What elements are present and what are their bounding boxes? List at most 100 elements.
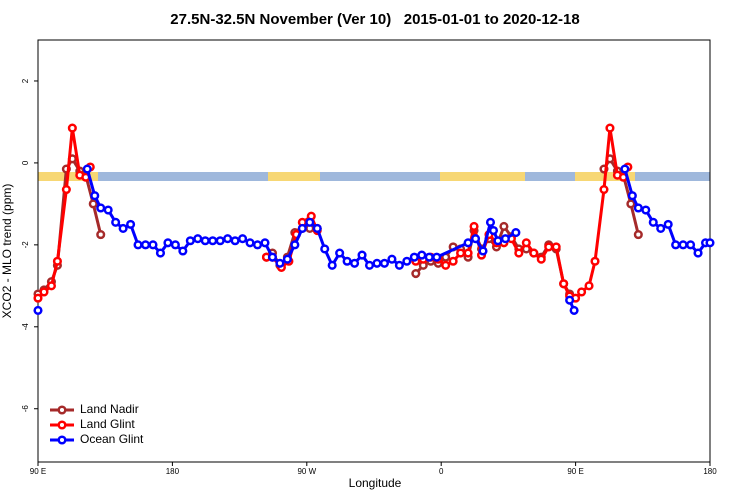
legend-marker (57, 435, 67, 445)
point (305, 217, 315, 227)
point (267, 252, 278, 262)
point (551, 242, 561, 252)
point (599, 184, 609, 195)
point (577, 287, 587, 297)
point (605, 123, 615, 133)
point (96, 203, 106, 213)
point (163, 238, 173, 248)
point (424, 252, 434, 262)
point (327, 260, 337, 270)
point (260, 238, 270, 248)
point (33, 305, 43, 315)
land-band (440, 172, 525, 181)
point (350, 258, 360, 268)
point (387, 254, 397, 264)
point (536, 254, 546, 264)
point (312, 223, 322, 234)
y-axis-label: XCO2 - MLO trend (ppm) (0, 184, 14, 319)
point (297, 223, 307, 234)
point (275, 258, 285, 268)
point (488, 225, 499, 236)
point (193, 234, 203, 244)
point (402, 256, 412, 266)
point (394, 260, 404, 270)
point (633, 203, 643, 213)
point (544, 242, 554, 252)
y-tick-label: 0 (21, 160, 30, 165)
point (103, 205, 113, 215)
point (590, 256, 600, 266)
point (478, 246, 488, 256)
x-tick-label: 180 (703, 467, 717, 476)
point (470, 234, 481, 244)
series-line (36, 126, 630, 300)
point (33, 293, 43, 303)
point (126, 219, 136, 229)
x-tick-label: 90 W (297, 467, 316, 476)
land-band (268, 172, 320, 181)
point (379, 258, 390, 268)
point (499, 221, 509, 231)
point (463, 248, 473, 258)
point (282, 254, 292, 264)
point (335, 248, 345, 258)
point (88, 199, 98, 209)
point (90, 191, 100, 201)
point (245, 238, 255, 248)
point (693, 248, 703, 258)
point (342, 256, 352, 266)
point (223, 234, 233, 244)
point (61, 184, 71, 195)
point (686, 240, 696, 250)
point (441, 260, 451, 270)
point (148, 240, 158, 250)
point (500, 234, 510, 244)
point (215, 236, 225, 246)
y-tick-label: -4 (21, 323, 30, 331)
point (469, 221, 479, 231)
plot-frame (37, 39, 711, 463)
series-line (85, 168, 710, 312)
point (648, 217, 658, 227)
point (656, 223, 666, 234)
point (238, 234, 248, 244)
point (46, 281, 56, 291)
point (511, 228, 521, 238)
point (155, 248, 166, 258)
point (364, 260, 375, 270)
legend-marker (57, 420, 67, 430)
x-tick-label: 0 (439, 467, 444, 476)
point (514, 248, 524, 258)
point (67, 123, 77, 133)
point (705, 238, 715, 248)
x-tick-label: 180 (166, 467, 180, 476)
point (671, 240, 681, 250)
point (409, 252, 419, 262)
point (411, 268, 421, 279)
point (633, 230, 643, 240)
point (185, 236, 195, 246)
point (678, 240, 688, 250)
chart-title: 27.5N-32.5N November (Ver 10) 2015-01-01… (170, 11, 579, 28)
point (463, 238, 473, 248)
point (626, 199, 636, 209)
point (620, 164, 630, 174)
point (140, 240, 151, 250)
point (52, 256, 62, 266)
point (417, 250, 427, 260)
legend-marker (57, 405, 67, 415)
legend-label: Ocean Glint (80, 432, 144, 446)
point (96, 230, 106, 240)
point (432, 252, 442, 262)
point (448, 256, 458, 266)
x-tick-label: 90 E (30, 467, 46, 476)
point (170, 240, 180, 250)
point (559, 279, 569, 289)
point (118, 223, 128, 234)
point (372, 258, 382, 268)
point (133, 240, 143, 250)
point (521, 238, 531, 248)
point (252, 240, 263, 250)
point (456, 248, 466, 258)
point (641, 205, 651, 215)
